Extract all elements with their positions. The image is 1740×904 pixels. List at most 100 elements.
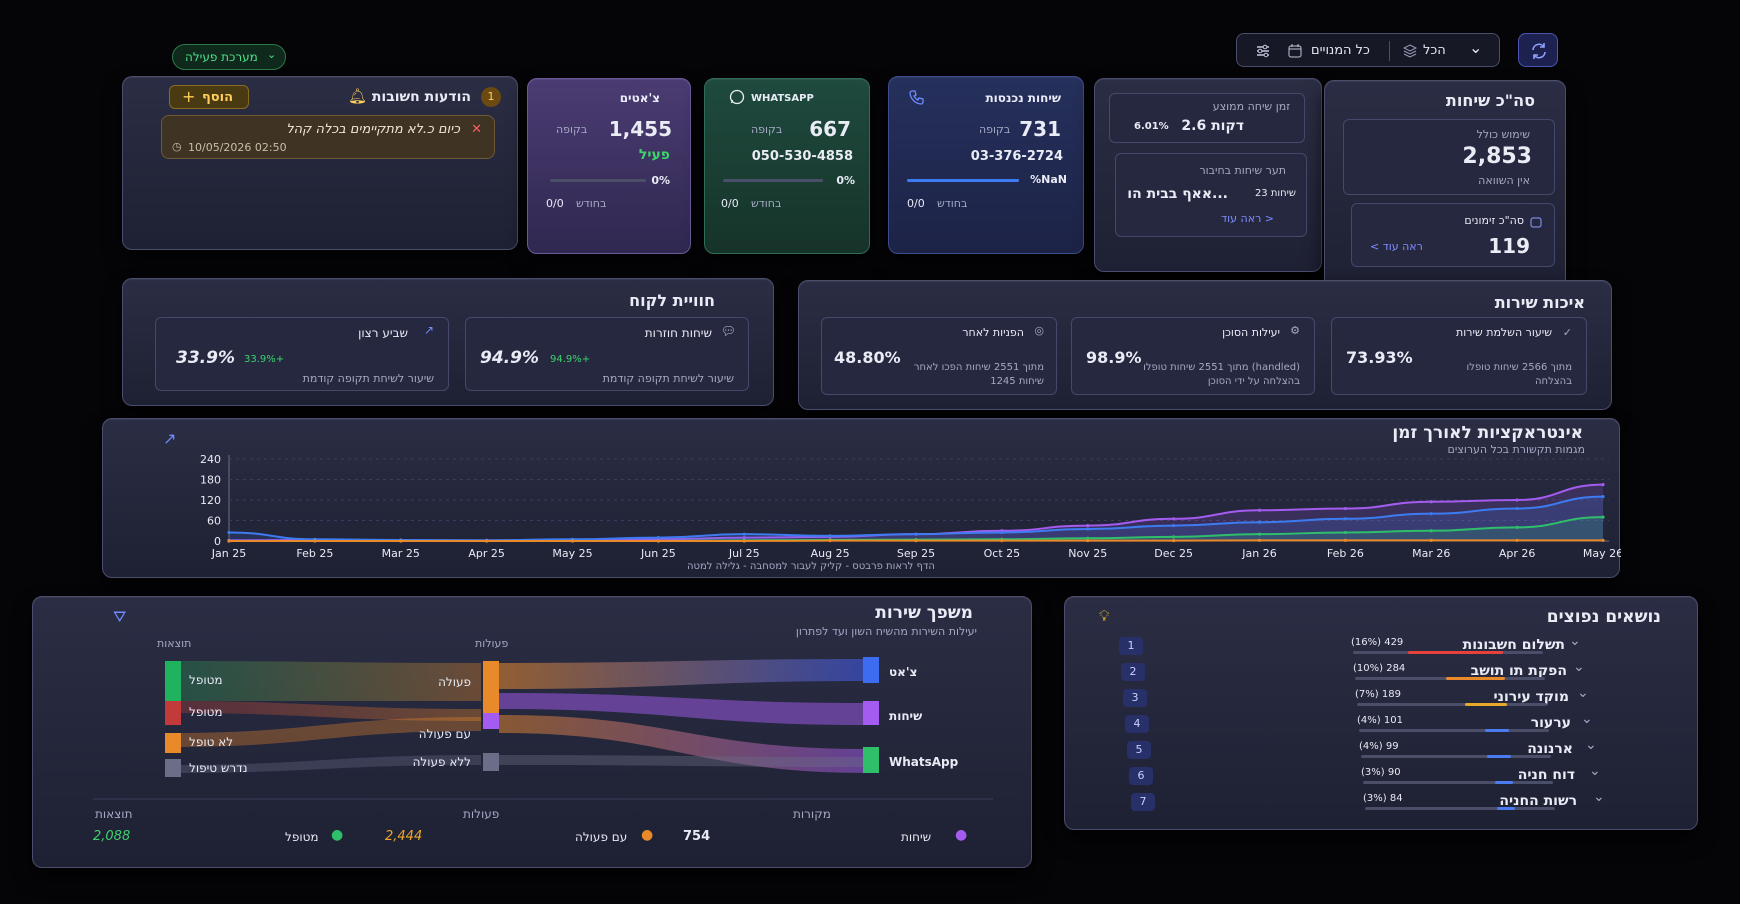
series-point[interactable] xyxy=(1000,539,1004,543)
topic-row[interactable]: 1 ⌄ תשלום חשבונות (16%) 429 xyxy=(1105,633,1675,657)
series-point[interactable] xyxy=(1257,508,1262,512)
series-point[interactable] xyxy=(570,539,575,543)
notification-item[interactable]: ✕ כיום כ.לא מתקיימים בכלה קהל ◷ 10/05/20… xyxy=(161,115,495,159)
series-point[interactable] xyxy=(1515,538,1519,542)
series-point[interactable] xyxy=(742,539,746,543)
node-needs-treatment[interactable] xyxy=(165,759,181,777)
chevron-down-icon[interactable]: ⌄ xyxy=(1581,711,1593,727)
series-point[interactable] xyxy=(1172,539,1176,543)
series-point[interactable] xyxy=(1601,538,1605,542)
node-handled-2[interactable] xyxy=(165,701,181,725)
topic-row[interactable]: 6 ⌄ דוח חניה (3%) 90 xyxy=(1105,763,1675,787)
series-point[interactable] xyxy=(1601,483,1605,487)
series-point[interactable] xyxy=(1000,530,1004,535)
chats-card[interactable]: צ'אטים 1,455 בקופה פעיל 0% 0/0 בחודש xyxy=(527,78,691,254)
series-point[interactable] xyxy=(227,530,231,535)
sankey-diagram[interactable] xyxy=(33,597,1033,869)
series-point[interactable] xyxy=(914,532,918,536)
filter-all[interactable]: הכל xyxy=(1423,43,1446,58)
topic-row[interactable]: 3 ⌄ מוקד עירוני (7%) 189 xyxy=(1105,685,1675,709)
series-point[interactable] xyxy=(1343,517,1347,521)
node-calls[interactable] xyxy=(863,701,879,725)
series-point[interactable] xyxy=(1086,524,1090,528)
series-point[interactable] xyxy=(914,539,918,543)
node-handled-1[interactable] xyxy=(165,661,181,701)
system-status-badge[interactable]: מערכת פעילה ⌄ xyxy=(172,44,286,70)
node-with-action[interactable] xyxy=(483,713,499,729)
topic-box[interactable]: תער שיחות בחיבור אאף בבית הו... 23 שיחות… xyxy=(1115,153,1307,237)
series-point[interactable] xyxy=(1429,529,1433,533)
series-point[interactable] xyxy=(1086,539,1090,543)
topic-row[interactable]: 5 ⌄ ארנונה (4%) 99 xyxy=(1105,737,1675,761)
series-point[interactable] xyxy=(1343,538,1347,542)
series-point[interactable] xyxy=(1343,506,1347,511)
series-point[interactable] xyxy=(227,539,231,543)
series-point[interactable] xyxy=(1429,538,1433,542)
completion-sub1: מתוך 2566 שיחות טופלו xyxy=(1466,362,1572,373)
series-point[interactable] xyxy=(656,539,660,543)
series-point[interactable] xyxy=(656,535,660,540)
series-point[interactable] xyxy=(1172,524,1176,528)
col-actions-label: פעולות xyxy=(475,637,509,650)
filter-subscribers[interactable]: כל המנויים xyxy=(1311,43,1370,58)
flow-action-chat xyxy=(499,659,867,689)
total-orders-box[interactable]: סה"כ זימונים 119 < ראה עוד xyxy=(1351,203,1555,267)
node-not-handled[interactable] xyxy=(165,733,181,753)
series-point[interactable] xyxy=(1515,506,1519,511)
series-point[interactable] xyxy=(1515,498,1519,502)
chevron-down-icon[interactable]: ⌄ xyxy=(1573,659,1585,675)
chevron-down-icon[interactable]: ⌄ xyxy=(1569,633,1581,649)
series-point[interactable] xyxy=(1172,535,1176,539)
series-point[interactable] xyxy=(1515,525,1519,529)
series-point[interactable] xyxy=(1429,512,1433,516)
chevron-down-icon[interactable]: ⌄ xyxy=(1469,38,1483,57)
refresh-button[interactable] xyxy=(1518,33,1558,67)
series-point[interactable] xyxy=(1086,536,1090,540)
series-point[interactable] xyxy=(313,539,317,543)
topic-more-link[interactable]: ראה עוד > xyxy=(1221,212,1274,225)
topic-row[interactable]: 4 ⌄ ערעור (4%) 101 xyxy=(1105,711,1675,735)
series-point[interactable] xyxy=(485,539,489,543)
topic-bar-fill xyxy=(1495,781,1513,784)
incoming-calls-card[interactable]: שיחות נכנסות 731 בקופה 03-376-2724 %NaN … xyxy=(888,76,1084,254)
node-no-action[interactable] xyxy=(483,753,499,771)
close-icon[interactable]: ✕ xyxy=(471,122,482,137)
chevron-down-icon[interactable]: ⌄ xyxy=(1577,685,1589,701)
series-point[interactable] xyxy=(742,535,746,540)
notification-message: כיום כ.לא מתקיימים בכלה קהל xyxy=(286,122,460,137)
series-point[interactable] xyxy=(1257,532,1262,536)
whatsapp-card[interactable]: WHATSAPP 667 בקופה 050-530-4858 0% 0/0 ב… xyxy=(704,78,870,254)
timeline-chart[interactable]: 0 60 120 180 240 Jan 25 Feb 25 Mar 25 Apr 25 May … xyxy=(103,419,1621,579)
node-action[interactable] xyxy=(483,661,499,713)
series-point[interactable] xyxy=(742,532,746,536)
topic-row[interactable]: 2 ⌄ הפקת תו תושב (10%) 284 xyxy=(1105,659,1675,683)
series-point[interactable] xyxy=(1257,520,1262,524)
node-whatsapp[interactable] xyxy=(863,747,879,773)
series-point[interactable] xyxy=(399,539,403,543)
topic-bar-track xyxy=(1365,807,1555,810)
completion-sub2: בהצלחה xyxy=(1535,376,1572,387)
agent-label: יעילות הסוכן xyxy=(1222,326,1280,339)
footer-handled-label: מטופל xyxy=(285,830,319,844)
series-point[interactable] xyxy=(1601,515,1605,519)
series-point[interactable] xyxy=(828,539,832,543)
series-point[interactable] xyxy=(1086,527,1090,531)
sliders-icon[interactable] xyxy=(1255,43,1271,59)
calendar-icon xyxy=(1287,43,1303,59)
series-point[interactable] xyxy=(1172,517,1176,521)
add-notification-button[interactable]: + הוסף xyxy=(169,85,249,109)
chevron-down-icon[interactable]: ⌄ xyxy=(1589,763,1601,779)
filter-funnel-icon[interactable]: ⛛ xyxy=(113,607,127,626)
series-point[interactable] xyxy=(828,534,832,538)
returning-calls-box: 💬︎ שיחות חוזרות 94.9% 94.9%+ שיעור לשיחת… xyxy=(465,317,749,391)
topic-row[interactable]: 7 ⌄ רשות החניה (3%) 84 xyxy=(1105,789,1675,813)
x-tick-label: Jan 25 xyxy=(211,547,246,560)
series-point[interactable] xyxy=(1429,500,1433,504)
orders-more-link[interactable]: < ראה עוד xyxy=(1370,240,1423,253)
series-point[interactable] xyxy=(1343,530,1347,535)
chevron-down-icon[interactable]: ⌄ xyxy=(1585,737,1597,753)
series-point[interactable] xyxy=(1601,494,1605,499)
chevron-down-icon[interactable]: ⌄ xyxy=(1593,789,1605,805)
node-chat[interactable] xyxy=(863,657,879,683)
series-point[interactable] xyxy=(1257,538,1262,542)
